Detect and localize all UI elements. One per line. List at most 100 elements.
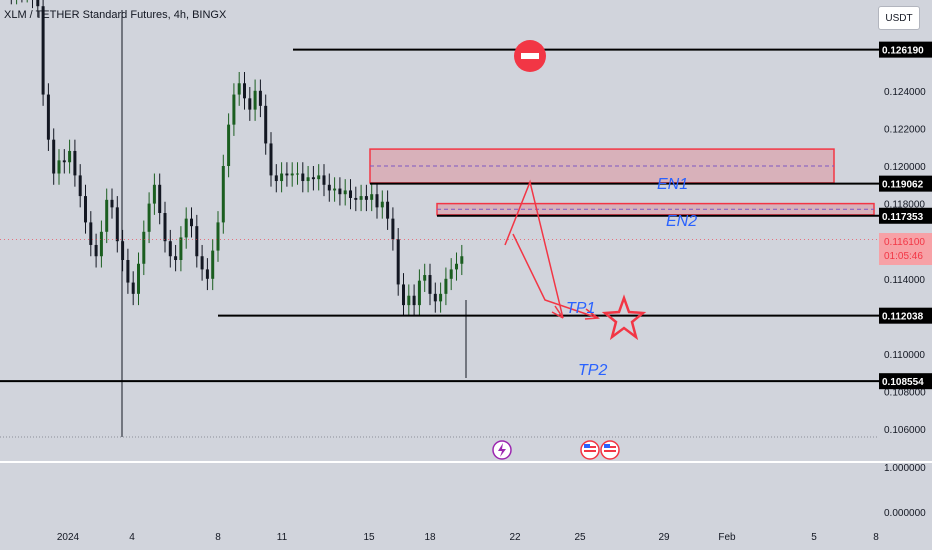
candle <box>200 244 204 281</box>
candle <box>205 258 209 291</box>
candle <box>41 0 45 106</box>
candle <box>237 72 241 106</box>
candle <box>190 207 193 238</box>
candle <box>147 192 151 244</box>
candle <box>264 94 268 155</box>
price-level-tag: 0.126190 <box>879 41 932 58</box>
candle <box>444 267 448 306</box>
time-tick: 5 <box>811 532 817 543</box>
time-tick: 8 <box>873 532 879 543</box>
arrow-head-2 <box>584 308 601 320</box>
candle <box>121 229 125 272</box>
candle <box>317 164 321 191</box>
candle <box>57 149 61 185</box>
price-level-tag: 0.108554 <box>879 373 932 390</box>
candle <box>290 162 294 187</box>
candle <box>32 0 33 9</box>
candle <box>306 166 310 193</box>
price-tick: 0.124000 <box>884 87 926 98</box>
zones-layer <box>369 148 875 216</box>
svg-text:0.108554: 0.108554 <box>882 377 924 388</box>
time-tick: 11 <box>277 532 288 543</box>
us-flag-icon-2[interactable] <box>600 440 620 460</box>
price-tick: 0.120000 <box>884 162 926 173</box>
label-tp2: TP2 <box>578 362 607 379</box>
time-tick: 2024 <box>57 532 80 543</box>
svg-text:0.119062: 0.119062 <box>882 180 924 191</box>
candle <box>52 128 56 185</box>
candle <box>253 79 257 121</box>
candle <box>168 229 172 268</box>
candle <box>243 72 246 110</box>
candle <box>126 248 130 294</box>
time-tick: Feb <box>718 532 736 543</box>
time-axis[interactable]: 2024 4 8 11 15 18 22 25 29 Feb 5 8 <box>57 532 879 543</box>
lightning-icon[interactable] <box>492 440 512 460</box>
price-tick: 0.110000 <box>884 350 925 361</box>
projection-path <box>504 179 601 320</box>
time-tick: 15 <box>363 532 375 543</box>
candle <box>195 214 199 268</box>
candle <box>221 154 225 234</box>
us-flag-icon[interactable] <box>580 440 600 460</box>
price-level-tag: 0.119062 <box>879 175 932 192</box>
candle <box>407 284 411 317</box>
price-tick: 0.118000 <box>884 200 925 211</box>
no-entry-icon <box>514 40 546 72</box>
last-price-value: 0.116100 <box>884 237 925 248</box>
candle <box>449 258 453 291</box>
candle <box>99 220 103 268</box>
candle <box>232 83 236 136</box>
candle <box>216 211 220 262</box>
candle <box>179 226 183 272</box>
candle <box>285 162 289 187</box>
candle <box>131 271 135 306</box>
candle <box>364 184 368 212</box>
candle <box>354 186 358 212</box>
candle <box>137 252 140 306</box>
candle <box>417 269 421 317</box>
candle <box>142 220 146 276</box>
price-level-tag: 0.117353 <box>879 207 932 224</box>
candle <box>370 182 374 212</box>
candle <box>439 282 443 313</box>
label-en2: EN2 <box>666 213 697 230</box>
candle <box>46 83 50 151</box>
time-tick: 25 <box>574 532 586 543</box>
candle <box>211 239 215 291</box>
candle <box>412 284 416 317</box>
candle <box>296 162 299 185</box>
currency-button[interactable]: USDT <box>878 6 920 30</box>
candle <box>349 179 352 210</box>
candle <box>10 0 12 5</box>
price-axis[interactable]: 0.124000 0.122000 0.120000 0.118000 0.114000… <box>884 87 926 436</box>
candle <box>152 173 156 215</box>
candle <box>333 177 337 202</box>
candle <box>455 252 458 281</box>
candle <box>68 139 72 174</box>
price-tick: 0.108000 <box>884 388 926 399</box>
candle <box>402 273 405 317</box>
candle <box>423 263 427 292</box>
time-tick: 22 <box>509 532 521 543</box>
candle <box>62 149 66 174</box>
last-price-tag: 0.116100 01:05:46 <box>879 233 932 265</box>
chart-title: XLM / TETHER Standard Futures, 4h, BINGX <box>4 9 227 21</box>
candle <box>174 244 178 272</box>
svg-text:0.126190: 0.126190 <box>882 46 924 57</box>
candle <box>311 166 315 191</box>
candle <box>375 182 379 219</box>
price-tags: 0.126190 0.119062 0.117353 0.112038 0.108554 <box>879 41 932 390</box>
candle <box>84 184 87 234</box>
candle <box>16 0 18 5</box>
candle <box>269 132 273 187</box>
candle <box>460 244 464 276</box>
candle <box>258 79 262 118</box>
candle <box>94 233 98 268</box>
time-tick: 29 <box>658 532 670 543</box>
indicator-tick: 1.000000 <box>884 463 926 474</box>
label-tp1: TP1 <box>566 300 595 317</box>
star-icon <box>601 294 647 341</box>
